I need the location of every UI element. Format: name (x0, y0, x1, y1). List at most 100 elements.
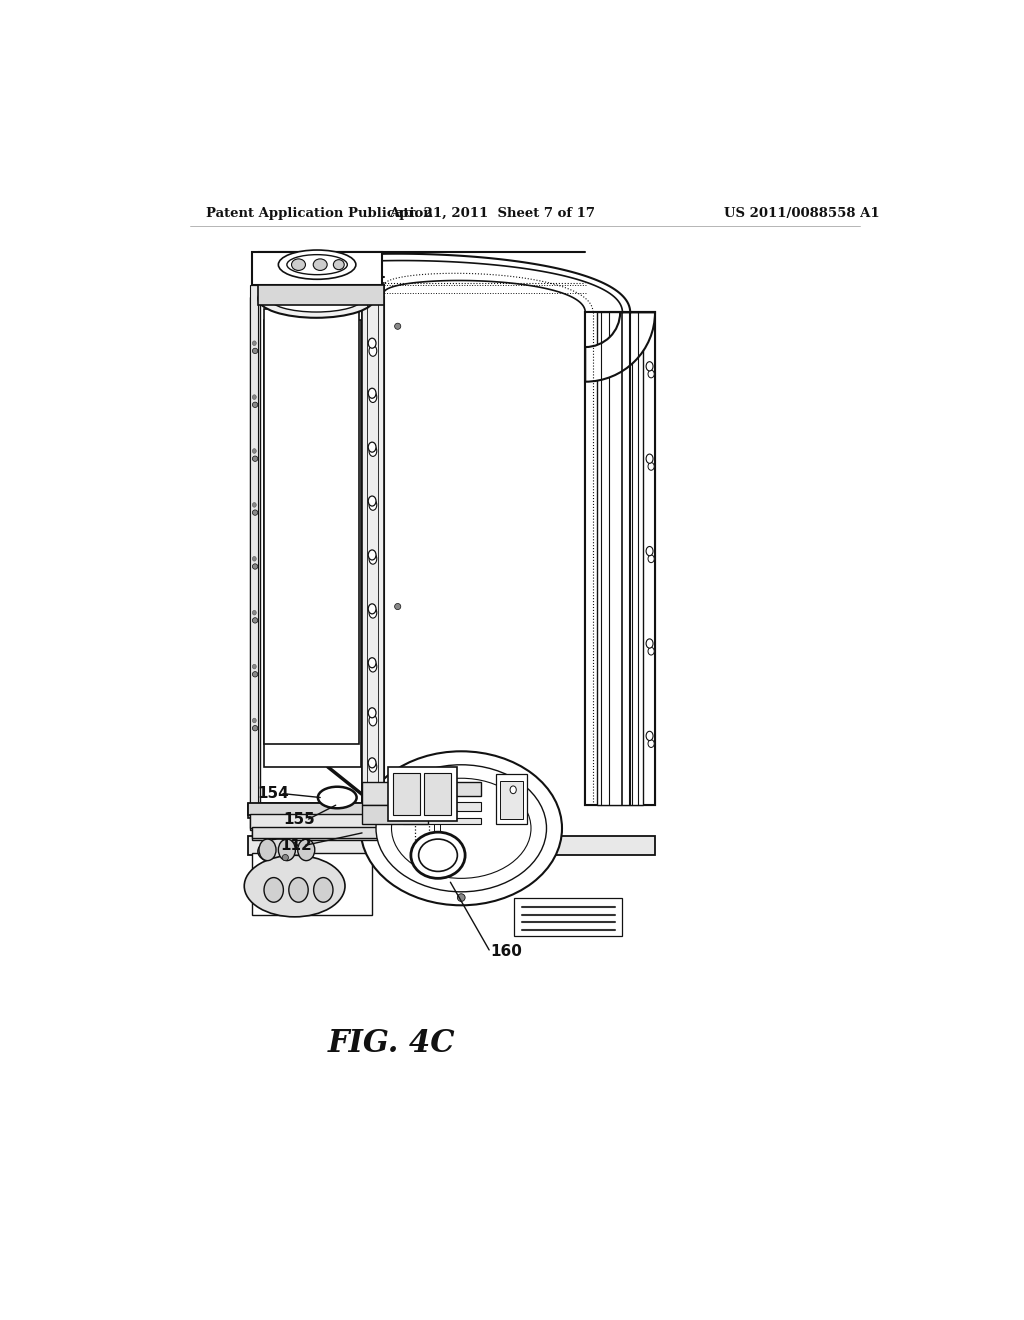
Ellipse shape (369, 446, 377, 457)
Ellipse shape (369, 346, 377, 356)
Ellipse shape (369, 388, 376, 399)
Bar (415, 789, 429, 859)
Ellipse shape (648, 370, 654, 378)
Bar (403, 817, 480, 824)
Ellipse shape (369, 708, 376, 718)
Ellipse shape (279, 249, 356, 280)
Text: US 2011/0088558 A1: US 2011/0088558 A1 (724, 207, 880, 220)
Ellipse shape (360, 751, 562, 906)
Bar (586, 313, 655, 805)
Ellipse shape (252, 341, 256, 346)
Ellipse shape (283, 854, 289, 861)
Bar (500, 780, 523, 818)
Ellipse shape (369, 338, 376, 348)
Ellipse shape (458, 894, 465, 902)
Bar (388, 767, 458, 821)
Bar (362, 781, 409, 805)
Ellipse shape (369, 603, 376, 614)
Bar (251, 285, 258, 803)
Bar (403, 803, 480, 812)
Bar (248, 251, 658, 944)
Ellipse shape (317, 787, 356, 808)
Bar (362, 297, 384, 805)
Ellipse shape (313, 878, 333, 903)
Ellipse shape (252, 455, 258, 462)
Wedge shape (586, 313, 655, 381)
Bar (252, 829, 384, 840)
Bar (258, 251, 586, 313)
Bar (252, 252, 382, 285)
Bar (251, 816, 387, 830)
Ellipse shape (252, 395, 256, 400)
Bar (434, 789, 440, 836)
Ellipse shape (369, 715, 377, 726)
Bar (362, 805, 428, 825)
Ellipse shape (252, 718, 256, 723)
Ellipse shape (648, 462, 654, 470)
Ellipse shape (252, 618, 258, 623)
Ellipse shape (298, 840, 314, 861)
Bar (251, 297, 260, 805)
Bar (362, 285, 384, 803)
Ellipse shape (252, 449, 256, 453)
Ellipse shape (648, 554, 654, 562)
Ellipse shape (264, 878, 284, 903)
Ellipse shape (646, 731, 653, 741)
Bar (597, 313, 643, 805)
Ellipse shape (369, 392, 377, 403)
Bar (252, 853, 372, 915)
Ellipse shape (419, 840, 458, 871)
Ellipse shape (391, 779, 531, 878)
Ellipse shape (252, 564, 258, 569)
Ellipse shape (252, 503, 256, 507)
Bar (393, 774, 420, 816)
Ellipse shape (252, 610, 256, 615)
Ellipse shape (245, 855, 345, 917)
Ellipse shape (369, 553, 377, 564)
Ellipse shape (369, 762, 377, 772)
Bar (252, 285, 382, 803)
Ellipse shape (648, 647, 654, 655)
Ellipse shape (648, 739, 654, 747)
Ellipse shape (369, 661, 377, 672)
Ellipse shape (394, 603, 400, 610)
Bar (248, 836, 655, 855)
Ellipse shape (369, 657, 376, 668)
Bar (586, 313, 655, 805)
Bar (252, 826, 384, 837)
Bar (403, 781, 480, 796)
Ellipse shape (252, 664, 256, 669)
Ellipse shape (313, 259, 328, 271)
Ellipse shape (369, 442, 376, 453)
Bar (248, 804, 389, 817)
Ellipse shape (258, 280, 375, 318)
Bar (251, 814, 387, 829)
Text: 155: 155 (283, 812, 314, 826)
Text: 160: 160 (490, 944, 522, 960)
Bar (424, 774, 452, 816)
Bar (252, 297, 384, 805)
Ellipse shape (252, 557, 256, 561)
Text: Apr. 21, 2011  Sheet 7 of 17: Apr. 21, 2011 Sheet 7 of 17 (389, 207, 595, 220)
Ellipse shape (252, 510, 258, 515)
Ellipse shape (369, 607, 377, 618)
Ellipse shape (259, 840, 276, 861)
Ellipse shape (376, 764, 547, 892)
Ellipse shape (646, 639, 653, 648)
Ellipse shape (369, 758, 376, 768)
Bar (248, 803, 389, 816)
Ellipse shape (289, 878, 308, 903)
Bar (258, 285, 384, 305)
Text: 112: 112 (280, 838, 311, 853)
Ellipse shape (411, 832, 465, 878)
Ellipse shape (334, 260, 344, 269)
Ellipse shape (252, 403, 258, 408)
Ellipse shape (270, 285, 362, 312)
Bar (514, 898, 623, 936)
Ellipse shape (279, 840, 295, 861)
Ellipse shape (369, 499, 377, 511)
Ellipse shape (252, 348, 258, 354)
Ellipse shape (646, 362, 653, 371)
Ellipse shape (252, 726, 258, 731)
Ellipse shape (292, 259, 305, 271)
